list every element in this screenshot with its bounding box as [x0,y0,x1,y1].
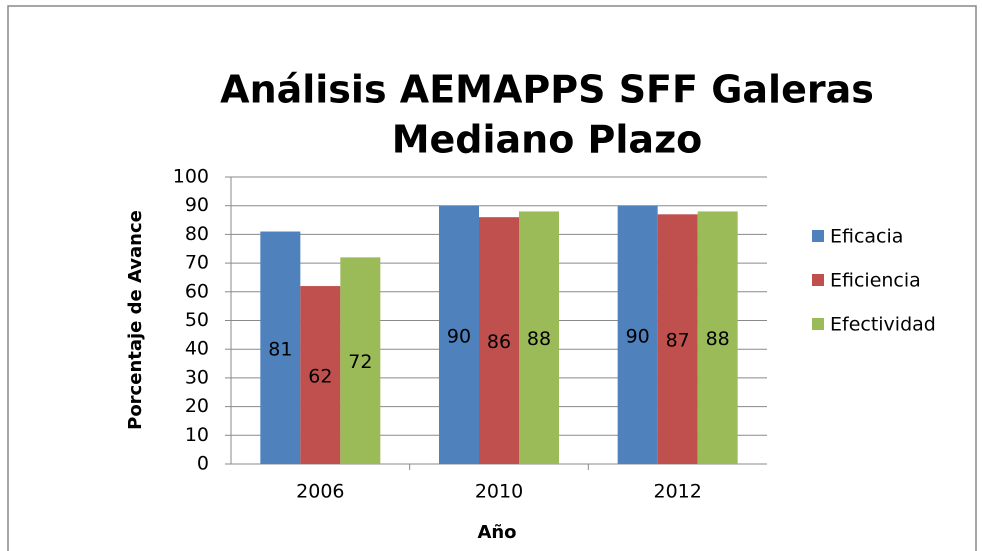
bar [340,257,381,464]
x-axis-title: Año [477,522,516,543]
bar [260,231,301,464]
data-label: 87 [666,330,690,352]
bar [617,205,658,464]
bar [300,286,341,464]
bar [439,205,479,464]
legend-swatch [812,274,824,286]
y-tick-label: 20 [185,395,209,417]
y-tick-label: 60 [185,280,209,302]
legend-label: Eficacia [830,226,903,248]
data-label: 62 [308,366,332,388]
chart-title: Mediano Plazo [392,118,703,162]
legend-label: Eficiencia [830,270,921,292]
data-label: 88 [527,328,551,350]
data-label: 90 [447,325,471,347]
y-tick-label: 10 [185,424,209,446]
legend-swatch [812,230,824,242]
data-label: 81 [268,338,292,360]
data-label: 88 [706,328,730,350]
bar [479,217,519,464]
legend-label: Efectividad [830,314,936,336]
y-axis-title: Porcentaje de Avance [125,210,146,430]
y-tick-label: 80 [185,223,209,245]
y-tick-label: 40 [185,338,209,360]
data-label: 72 [348,351,372,373]
bar [519,211,559,464]
chart-title: Análisis AEMAPPS SFF Galeras [220,68,874,112]
y-tick-label: 30 [185,366,209,388]
bar [697,211,738,464]
legend-swatch [812,318,824,330]
y-tick-label: 100 [173,166,209,188]
x-tick-label: 2012 [653,481,701,503]
data-label: 86 [487,331,511,353]
y-tick-label: 70 [185,252,209,274]
y-tick-label: 0 [197,453,209,475]
bar [657,214,698,464]
x-tick-label: 2006 [296,481,344,503]
y-tick-label: 50 [185,309,209,331]
data-label: 90 [626,325,650,347]
y-tick-label: 90 [185,194,209,216]
x-tick-label: 2010 [475,481,523,503]
